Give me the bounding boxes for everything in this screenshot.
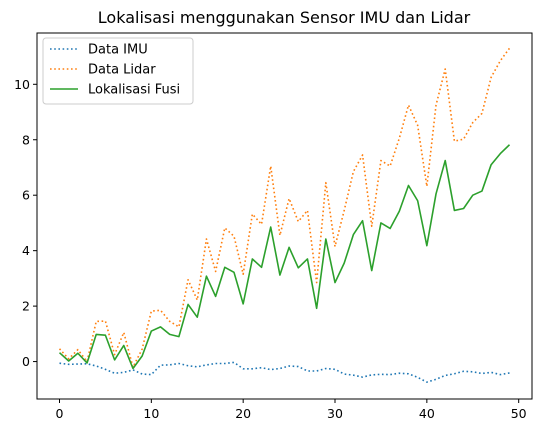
legend-label-2: Data Lidar: [88, 63, 156, 78]
y-tick-label: 6: [22, 188, 30, 203]
axes-frame: [36, 32, 533, 400]
plot-area: [58, 47, 511, 383]
y-tick-label: 8: [22, 132, 30, 147]
x-tick-label: 50: [511, 406, 527, 421]
y-tick-label: 10: [14, 77, 30, 92]
y-tick-label: 2: [22, 299, 30, 314]
x-tick-label: 0: [56, 406, 64, 421]
y-tick-label: 0: [22, 354, 30, 369]
chart-title: Lokalisasi menggunakan Sensor IMU dan Li…: [98, 8, 471, 27]
x-tick-label: 40: [419, 406, 435, 421]
x-tick-label: 10: [143, 406, 159, 421]
y-tick-label: 4: [22, 243, 30, 258]
legend-box: [42, 37, 194, 105]
y-axis: 0 2 4 6 8 10: [14, 77, 37, 369]
legend: Data IMU Data Lidar Lokalisasi Fusi: [42, 37, 194, 105]
x-tick-label: 20: [235, 406, 251, 421]
series-line-1: [59, 361, 510, 383]
series-line-3: [58, 144, 511, 370]
x-tick-label: 30: [327, 406, 343, 421]
legend-label-1: Data IMU: [88, 43, 148, 58]
x-axis: 0 10 20 30 40 50: [56, 399, 527, 421]
series-line-2: [58, 47, 511, 368]
legend-label-3: Lokalisasi Fusi: [88, 83, 180, 98]
